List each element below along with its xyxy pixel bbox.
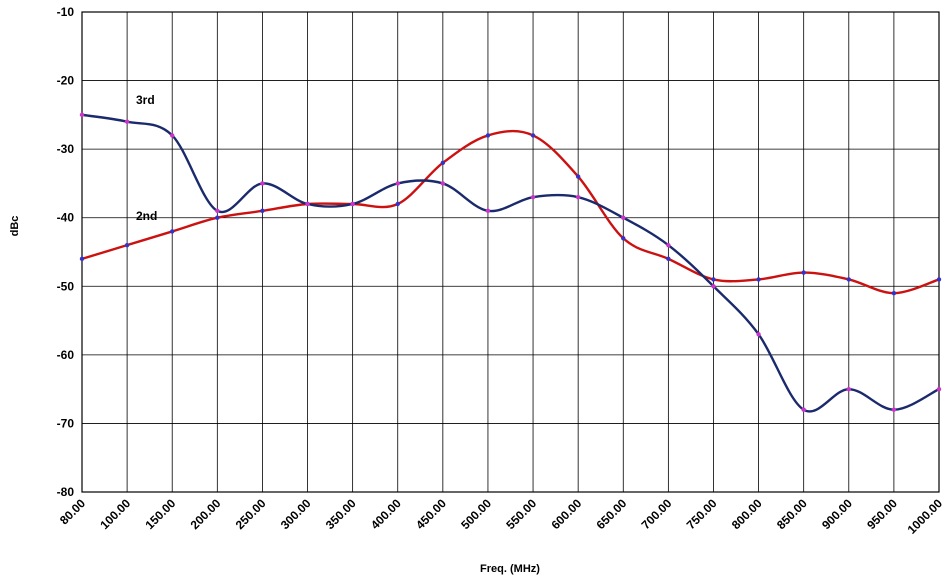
x-axis-ticks: 80.00 100.00 150.00 200.00 250.00 300.00 350.0… [57, 496, 943, 537]
y-tick-label: -40 [57, 211, 75, 225]
data-point-2nd [621, 236, 626, 241]
x-tick-label: 200.00 [188, 496, 224, 532]
y-tick-label: -80 [57, 485, 75, 499]
y-tick-label: -10 [57, 5, 75, 19]
x-axis-title: Freq. (MHz) [480, 563, 540, 575]
data-point-2nd [485, 133, 491, 138]
data-point-2nd [891, 290, 897, 296]
data-point-2nd [79, 256, 85, 262]
data-point-3rd [891, 407, 897, 412]
plot-area [81, 11, 940, 493]
y-axis-ticks: -10 -20 -30 -40 -50 -60 -70 -80 [57, 5, 75, 499]
data-point-3rd [530, 194, 536, 200]
data-point-2nd [395, 201, 400, 207]
data-point-2nd [575, 174, 581, 179]
x-tick-label: 950.00 [864, 496, 900, 532]
data-point-3rd [756, 332, 761, 337]
x-tick-label: 150.00 [142, 496, 178, 532]
series-label-2nd: 2nd [136, 209, 157, 223]
data-point-2nd [530, 133, 536, 138]
data-point-3rd [711, 284, 716, 289]
data-point-3rd [846, 386, 851, 392]
series-line-2nd [81, 129, 940, 295]
data-point-2nd [170, 229, 175, 234]
data-point-3rd [485, 208, 491, 214]
data-point-2nd [801, 270, 806, 275]
x-tick-label: 80.00 [57, 496, 88, 527]
data-point-3rd [801, 407, 806, 412]
x-tick-label: 350.00 [323, 496, 359, 532]
grid [82, 12, 939, 492]
x-tick-label: 650.00 [594, 496, 630, 532]
x-tick-label: 450.00 [413, 496, 449, 532]
y-tick-label: -30 [57, 142, 75, 156]
x-tick-label: 400.00 [368, 496, 404, 532]
x-tick-label: 600.00 [548, 496, 584, 532]
y-tick-label: -50 [57, 279, 75, 293]
x-tick-label: 100.00 [97, 496, 133, 532]
data-point-2nd [440, 160, 446, 166]
data-point-3rd [575, 194, 581, 200]
data-point-3rd [936, 386, 942, 392]
x-tick-label: 550.00 [503, 496, 539, 532]
x-tick-label: 300.00 [278, 496, 314, 532]
data-point-3rd [170, 133, 175, 138]
data-point-2nd [260, 208, 265, 214]
data-point-3rd [79, 112, 85, 118]
data-point-3rd [305, 201, 310, 207]
y-axis-title: dBc [9, 216, 21, 237]
data-point-2nd [756, 277, 761, 282]
x-tick-label: 800.00 [729, 496, 765, 532]
data-point-2nd [936, 277, 942, 282]
data-point-2nd [666, 256, 671, 262]
data-point-3rd [124, 119, 130, 124]
data-point-3rd [666, 242, 671, 248]
x-tick-label: 1000.00 [905, 496, 943, 537]
y-tick-label: -70 [57, 416, 75, 430]
x-tick-label: 700.00 [639, 496, 675, 532]
data-point-3rd [350, 201, 355, 207]
x-tick-label: 500.00 [458, 496, 494, 532]
y-tick-label: -20 [57, 74, 75, 88]
series-label-3rd: 3rd [136, 93, 155, 107]
data-point-3rd [395, 181, 400, 186]
data-point-2nd [124, 242, 130, 248]
series-markers [79, 112, 942, 412]
y-tick-label: -60 [57, 348, 75, 362]
x-tick-label: 250.00 [233, 496, 269, 532]
data-point-2nd [711, 277, 716, 282]
x-tick-label: 850.00 [774, 496, 810, 532]
data-point-3rd [260, 181, 265, 186]
data-point-2nd [215, 215, 220, 220]
x-tick-label: 750.00 [684, 496, 720, 532]
data-point-3rd [621, 215, 626, 220]
data-point-3rd [440, 181, 446, 186]
data-point-3rd [215, 208, 220, 214]
x-tick-label: 900.00 [819, 496, 855, 532]
data-point-2nd [846, 277, 851, 282]
